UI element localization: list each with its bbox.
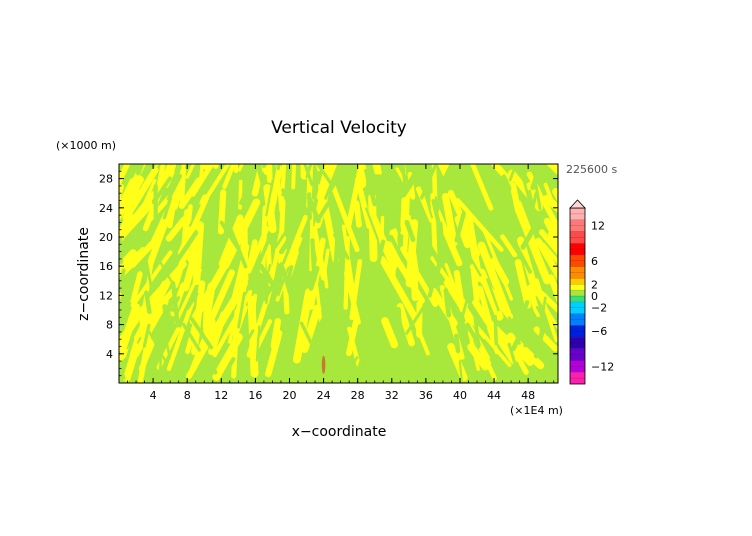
velocity-stripe (495, 317, 496, 344)
velocity-stripe (83, 172, 93, 197)
x-tick-label: 20 (282, 389, 296, 402)
x-tick-label: 36 (419, 389, 433, 402)
chart-title: Vertical Velocity (271, 118, 407, 138)
y-tick-label: 16 (99, 260, 113, 273)
velocity-anomaly (322, 356, 326, 374)
velocity-stripe (205, 114, 225, 167)
velocity-stripe (201, 368, 203, 382)
colorbar-segment (570, 296, 585, 302)
x-tick-label: 32 (385, 389, 399, 402)
x-tick-label: 8 (184, 389, 191, 402)
velocity-stripe (113, 360, 120, 373)
x-tick-label: 28 (351, 389, 365, 402)
colorbar-segment (570, 290, 585, 296)
colorbar-label: −6 (591, 325, 607, 338)
time-label: 225600 s (566, 163, 617, 176)
velocity-stripe (357, 203, 359, 224)
y-unit-label: (×1000 m) (56, 139, 116, 152)
x-tick-label: 4 (150, 389, 157, 402)
colorbar-segment (570, 284, 585, 290)
x-tick-label: 40 (453, 389, 467, 402)
velocity-stripe (154, 124, 182, 170)
velocity-stripe (408, 153, 409, 167)
x-tick-label: 12 (214, 389, 228, 402)
y-tick-label: 8 (106, 319, 113, 332)
y-tick-label: 24 (99, 202, 113, 215)
velocity-stripe (446, 291, 449, 315)
velocity-stripe (399, 309, 401, 337)
velocity-stripe (433, 137, 446, 167)
velocity-stripe (403, 194, 405, 232)
plot-area (80, 102, 591, 383)
velocity-stripe (456, 336, 458, 351)
velocity-stripe (216, 102, 219, 166)
x-tick-label: 24 (317, 389, 331, 402)
y-tick-label: 4 (106, 348, 113, 361)
y-tick-label: 12 (99, 289, 113, 302)
y-tick-label: 28 (99, 173, 113, 186)
x-unit-label: (×1E4 m) (510, 404, 563, 417)
velocity-stripe (336, 229, 338, 263)
velocity-stripe (264, 129, 269, 166)
velocity-stripe (252, 299, 255, 373)
colorbar-segment (570, 278, 585, 284)
velocity-stripe (244, 223, 245, 279)
x-tick-label: 16 (248, 389, 262, 402)
y-axis-label: z−coordinate (76, 227, 92, 321)
velocity-stripe (293, 153, 294, 187)
y-tick-label: 20 (99, 231, 113, 244)
velocity-stripe (366, 139, 370, 164)
colorbar-label: 12 (591, 220, 605, 233)
velocity-stripe (309, 194, 310, 218)
x-axis-label: x−coordinate (292, 424, 387, 440)
colorbar-label: 6 (591, 255, 598, 268)
velocity-stripe (234, 311, 237, 376)
colorbar-label: −2 (591, 302, 607, 315)
velocity-stripe (170, 140, 179, 168)
x-tick-label: 44 (487, 389, 501, 402)
x-tick-label: 48 (521, 389, 535, 402)
colorbar-extend-arrow (570, 200, 585, 208)
velocity-stripe (209, 106, 230, 168)
velocity-stripe (268, 134, 269, 180)
velocity-stripe (143, 144, 153, 166)
velocity-stripe (235, 146, 236, 171)
velocity-stripe (201, 153, 203, 177)
velocity-stripe (369, 365, 370, 382)
velocity-stripe (263, 208, 266, 271)
colorbar-label: −12 (591, 360, 614, 373)
velocity-stripe (274, 321, 278, 346)
